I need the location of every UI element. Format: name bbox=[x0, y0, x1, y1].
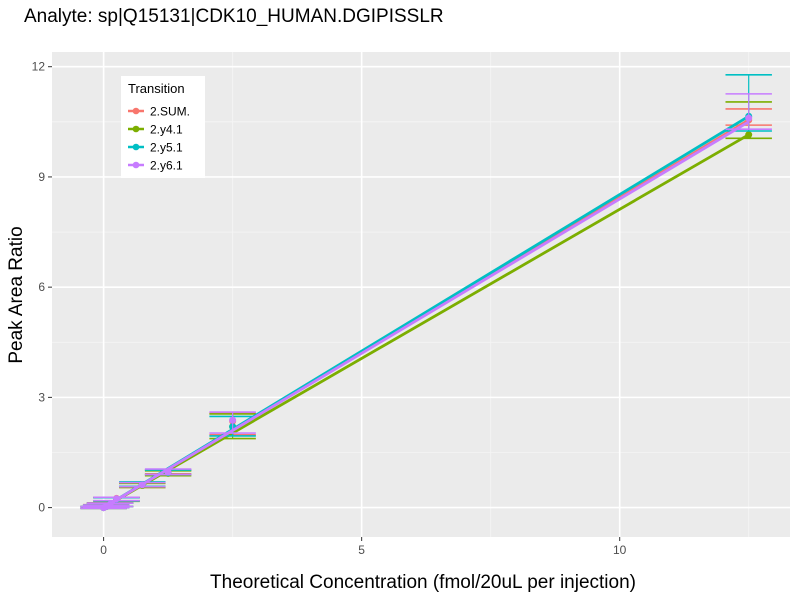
data-point bbox=[745, 114, 753, 122]
x-tick-label: 0 bbox=[100, 543, 107, 557]
legend-key-point bbox=[132, 161, 140, 169]
fit-line bbox=[102, 120, 750, 509]
legend-label: 2.y5.1 bbox=[150, 141, 183, 155]
y-tick-label: 12 bbox=[32, 60, 46, 74]
data-point bbox=[113, 495, 121, 503]
y-tick-label: 9 bbox=[38, 170, 45, 184]
fit-line bbox=[102, 133, 750, 509]
data-point bbox=[106, 501, 114, 509]
legend-key-point bbox=[132, 107, 140, 115]
x-axis-label: Theoretical Concentration (fmol/20uL per… bbox=[210, 572, 636, 593]
series-2-y6-1 bbox=[80, 93, 772, 512]
y-tick-label: 3 bbox=[38, 390, 45, 404]
axis-ticks: 0 5 10 0 3 6 9 12 bbox=[32, 60, 627, 557]
data-marks bbox=[80, 73, 772, 512]
legend: Transition 2.SUM. 2.y4.1 2.y5.1 2.y6.1 bbox=[121, 76, 205, 178]
y-tick-label: 6 bbox=[38, 280, 45, 294]
legend-label: 2.y6.1 bbox=[150, 159, 183, 173]
data-point bbox=[745, 131, 753, 139]
data-point bbox=[229, 416, 237, 424]
data-point bbox=[138, 481, 146, 489]
legend-key-point bbox=[132, 125, 140, 133]
legend-key-point bbox=[132, 143, 140, 151]
x-tick-label: 10 bbox=[613, 543, 627, 557]
legend-title: Transition bbox=[128, 81, 185, 96]
legend-label: 2.SUM. bbox=[150, 105, 190, 119]
y-axis-label: Peak Area Ratio bbox=[6, 226, 27, 363]
y-tick-label: 0 bbox=[38, 501, 45, 515]
chart-title: Analyte: sp|Q15131|CDK10_HUMAN.DGIPISSLR bbox=[24, 6, 444, 27]
data-point bbox=[164, 468, 172, 476]
legend-label: 2.y4.1 bbox=[150, 123, 183, 137]
x-tick-label: 5 bbox=[358, 543, 365, 557]
